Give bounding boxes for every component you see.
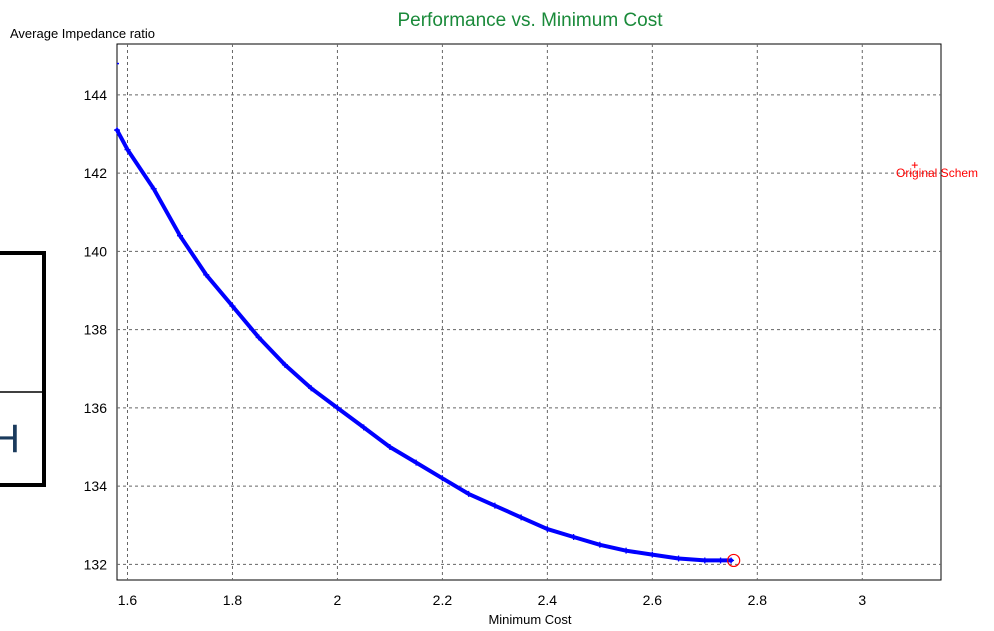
data-point [203,271,210,278]
data-point [308,385,315,392]
data-point [596,541,603,548]
data-point [675,555,682,562]
data-point [413,459,420,466]
y-tick-label: 140 [84,243,108,259]
x-tick-label: 2.6 [643,592,663,608]
data-point [518,514,525,521]
data-point [281,361,288,368]
y-tick-label: 142 [84,165,108,181]
series-points [114,62,735,564]
x-tick-labels: 1.6 1.8 2 2.2 2.4 2.6 2.8 3 [118,592,867,608]
data-point [176,232,183,239]
chart-title: Performance vs. Minimum Cost [397,10,663,31]
x-tick-label: 2 [334,592,342,608]
data-point [360,424,367,431]
plot-area [116,43,942,581]
x-tick-label: 2.4 [538,592,558,608]
highlight-circle [727,553,741,568]
data-point [717,557,724,564]
data-point [701,557,708,564]
x-tick-label: 1.6 [118,592,138,608]
data-point [124,146,131,153]
x-tick-label: 2.2 [433,592,453,608]
left-panel: H [0,251,46,487]
annotation-marker [911,162,918,169]
y-tick-label: 144 [84,87,108,103]
left-panel-border [0,251,46,487]
y-tick-label: 138 [84,322,108,338]
data-point [229,303,236,310]
data-point [728,557,735,564]
data-point [544,526,551,533]
data-point [439,475,446,482]
x-axis-label: Minimum Cost [488,612,571,627]
y-tick-label: 134 [84,478,108,494]
left-panel-letter: H [0,417,20,461]
data-point [386,443,393,450]
data-point [114,127,120,134]
y-axis-label: Average Impedance ratio [10,26,155,41]
data-point [570,533,577,540]
data-point [491,502,498,509]
data-point [623,547,630,554]
data-point [334,404,341,411]
x-tick-label: 2.8 [748,592,768,608]
y-tick-label: 132 [84,556,108,572]
x-tick-label: 1.8 [223,592,243,608]
data-point [255,334,262,341]
grid [117,44,941,580]
data-point [465,490,472,497]
data-point [150,185,157,192]
x-tick-label: 3 [858,592,866,608]
series-line [115,128,734,563]
y-tick-labels: 132 134 136 138 140 142 144 [84,87,108,572]
annotation-label: Original Schem [896,166,978,180]
data-point [649,551,656,558]
annotations: Original Schem [727,162,978,568]
y-tick-label: 136 [84,400,108,416]
